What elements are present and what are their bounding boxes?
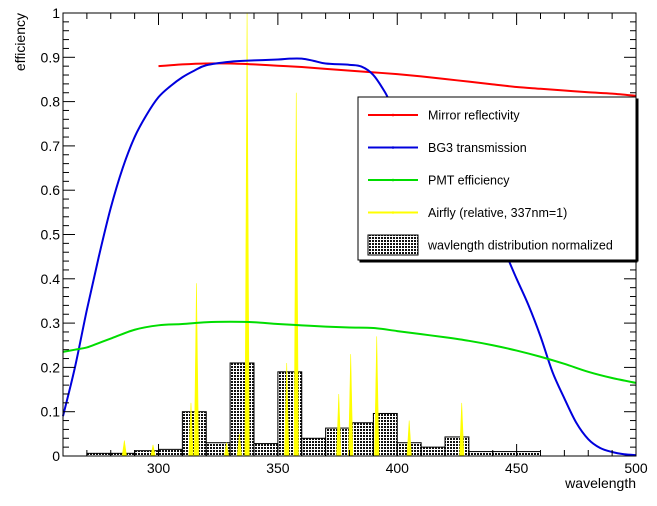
legend: Mirror reflectivity BG3 transmission PMT e…	[357, 96, 639, 263]
histogram-bar	[301, 437, 327, 457]
y-tick-label: 0.6	[41, 182, 61, 198]
x-tick-label: 350	[266, 460, 290, 476]
legend-label: Airfly (relative, 337nm=1)	[428, 206, 567, 220]
y-tick-label: 0.3	[41, 315, 61, 331]
y-tick-label: 0	[52, 448, 60, 464]
legend-marker	[391, 113, 395, 117]
legend-marker	[391, 211, 395, 214]
series-line-2	[62, 320, 637, 384]
series-line-1	[62, 57, 637, 457]
legend-label: Mirror reflectivity	[428, 109, 520, 123]
legend-swatch	[367, 234, 419, 256]
x-tick-label: 400	[386, 460, 410, 476]
y-tick-label: 0.5	[41, 227, 61, 243]
histogram-bar	[516, 451, 541, 457]
legend-marker	[391, 146, 395, 149]
y-tick-label: 0.4	[41, 271, 61, 287]
histogram-bar	[468, 451, 494, 457]
y-tick-label: 1	[52, 5, 60, 21]
y-tick-label: 0.2	[41, 359, 61, 375]
histogram-bar	[158, 448, 183, 457]
histogram-bar	[492, 451, 518, 457]
y-tick-label: 0.7	[41, 138, 61, 154]
histogram-bar	[253, 443, 279, 457]
y-axis-label: efficiency	[12, 13, 28, 71]
x-tick-label: 450	[505, 460, 529, 476]
x-tick-label: 500	[624, 460, 648, 476]
y-tick-label: 0.8	[41, 94, 61, 110]
legend-label: BG3 transmission	[428, 141, 527, 155]
series-line-layer	[62, 57, 637, 457]
histogram-bar	[444, 436, 470, 457]
x-tick-label: 300	[147, 460, 171, 476]
legend-marker	[391, 178, 395, 182]
histogram-bar	[420, 446, 446, 457]
y-tick-label: 0.1	[41, 404, 61, 420]
y-tick-label: 0.9	[41, 49, 61, 65]
axis-layer: 300 350 400 450 500 0 0.1 0.2 0.3 0.4 0.5 0.6 0.7 0.8…	[41, 5, 648, 476]
legend-box	[357, 96, 637, 261]
legend-label: wavlength distribution normalized	[427, 239, 613, 253]
airfly-spike-layer	[121, 12, 465, 457]
histogram-bar	[229, 362, 255, 457]
x-axis-label: wavelength	[564, 475, 636, 491]
legend-label: PMT efficiency	[428, 174, 510, 188]
